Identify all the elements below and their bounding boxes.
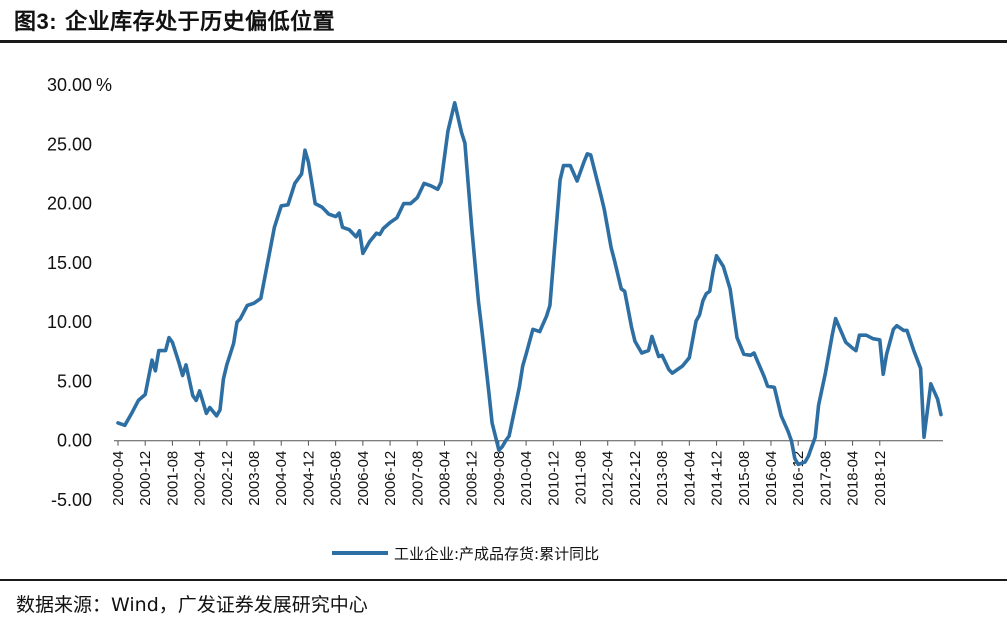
line-chart: -5.00 0.00 5.00 10.00 15.00 20.00 25.00 30.00 % 2… — [47, 75, 943, 563]
x-tick-label: 2008-12 — [464, 451, 481, 506]
x-tick-label: 2016-04 — [763, 451, 780, 506]
x-tick-label: 2018-12 — [872, 451, 889, 506]
x-tick-label: 2016-12 — [790, 451, 807, 506]
y-tick-label: 15.00 — [47, 253, 92, 273]
x-tick-label: 2004-04 — [273, 451, 290, 506]
y-tick-label: 10.00 — [47, 312, 92, 332]
x-tick-label: 2012-04 — [600, 451, 617, 506]
x-tick-label: 2001-08 — [164, 451, 181, 506]
figure-title-text: 企业库存处于历史偏低位置 — [65, 10, 336, 35]
x-tick-label: 2004-12 — [300, 451, 317, 506]
x-tick-label: 2009-08 — [491, 451, 508, 506]
figure-title: 图3: 企业库存处于历史偏低位置 — [14, 4, 335, 36]
legend-label: 工业企业:产成品存货:累计同比 — [394, 545, 599, 563]
x-tick-label: 2010-12 — [545, 451, 562, 506]
x-tick-label: 2003-08 — [246, 451, 263, 506]
y-tick-label: -5.00 — [51, 490, 92, 510]
y-tick-label: 25.00 — [47, 134, 92, 154]
top-rule — [0, 40, 1007, 43]
x-tick-label: 2011-08 — [573, 451, 590, 505]
series-line — [116, 101, 943, 467]
x-tick-label: 2002-12 — [219, 451, 236, 506]
x-tick-label: 2006-04 — [355, 451, 372, 506]
x-tick-label: 2015-08 — [736, 451, 753, 506]
bottom-rule — [0, 579, 1007, 581]
figure-number: 图3: — [14, 9, 58, 34]
y-tick-label: 30.00 — [47, 75, 92, 95]
x-tick-label: 2000-12 — [137, 451, 154, 506]
x-tick-label: 2010-04 — [518, 451, 535, 506]
y-tick-label: 0.00 — [57, 431, 92, 451]
x-tick-label: 2008-04 — [436, 451, 453, 506]
x-tick-label: 2014-12 — [709, 451, 726, 506]
x-tick-label: 2012-12 — [627, 451, 644, 506]
x-tick-label: 2007-08 — [409, 451, 426, 506]
x-tick-label: 2013-08 — [654, 451, 671, 506]
y-unit-label: % — [96, 75, 112, 95]
x-tick-label: 2002-04 — [192, 451, 209, 506]
x-tick-label: 2005-08 — [328, 451, 345, 506]
y-tick-label: 20.00 — [47, 194, 92, 214]
x-tick-label: 2006-12 — [382, 451, 399, 506]
x-tick-label: 2000-04 — [110, 451, 127, 506]
x-tick-label: 2018-04 — [845, 451, 862, 506]
y-tick-label: 5.00 — [57, 371, 92, 391]
x-tick-label: 2017-08 — [817, 451, 834, 506]
x-tick-label: 2014-04 — [681, 451, 698, 506]
source-note: 数据来源：Wind，广发证券发展研究中心 — [16, 594, 368, 616]
